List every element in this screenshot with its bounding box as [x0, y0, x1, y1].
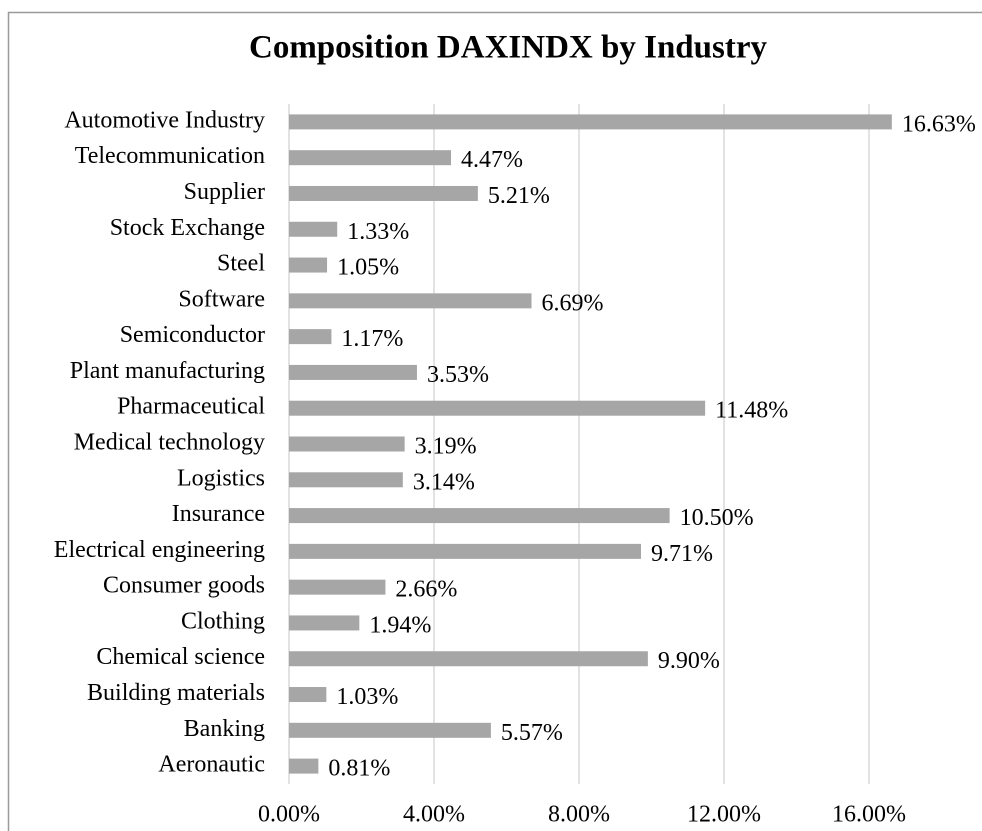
y-tick-label: Steel [217, 251, 265, 277]
y-tick-label: Software [178, 286, 265, 312]
value-label: 9.90% [658, 648, 720, 674]
value-label: 0.81% [328, 756, 390, 782]
bar [289, 400, 706, 416]
bar [289, 364, 417, 380]
x-tick-label: 8.00% [548, 802, 610, 828]
bar [289, 508, 670, 524]
value-label: 6.69% [542, 290, 604, 316]
value-label: 9.71% [651, 541, 713, 567]
y-tick-label: Plant manufacturing [70, 358, 265, 384]
y-tick-label: Semiconductor [120, 322, 265, 348]
bar [289, 615, 360, 631]
y-tick-label: Aeronautic [158, 752, 265, 778]
y-tick-label: Chemical science [96, 644, 265, 670]
value-label: 5.57% [501, 720, 563, 746]
bar [289, 114, 892, 130]
value-label: 3.19% [415, 434, 477, 460]
bar [289, 472, 403, 488]
value-label: 1.94% [369, 612, 431, 638]
bar [289, 722, 491, 738]
x-tick-label: 12.00% [687, 802, 761, 828]
bar [289, 185, 478, 201]
x-tick-label: 4.00% [403, 802, 465, 828]
y-tick-label: Automotive Industry [64, 107, 265, 133]
x-tick-label: 16.00% [832, 802, 906, 828]
value-label: 11.48% [715, 398, 788, 424]
y-tick-label: Medical technology [74, 430, 265, 456]
chart-frame [7, 11, 982, 831]
value-label: 16.63% [902, 111, 976, 137]
y-tick-label: Electrical engineering [54, 537, 265, 563]
value-label: 3.14% [413, 469, 475, 495]
bar [289, 543, 641, 559]
y-tick-label: Consumer goods [103, 573, 265, 599]
x-tick-label: 0.00% [258, 802, 320, 828]
y-tick-label: Supplier [184, 179, 265, 205]
value-label: 4.47% [461, 147, 523, 173]
bar [289, 758, 319, 774]
value-label: 1.03% [336, 684, 398, 710]
value-label: 10.50% [680, 505, 754, 531]
bar [289, 579, 386, 595]
value-label: 1.33% [347, 219, 409, 245]
y-tick-label: Building materials [87, 680, 265, 706]
bar [289, 436, 405, 452]
value-label: 1.05% [337, 255, 399, 281]
chart-title: Composition DAXINDX by Industry [249, 30, 768, 66]
y-tick-label: Logistics [177, 465, 265, 491]
value-label: 3.53% [427, 362, 489, 388]
y-tick-label: Stock Exchange [110, 215, 265, 241]
y-tick-label: Clothing [181, 608, 265, 634]
bar [289, 150, 452, 166]
y-tick-label: Insurance [172, 501, 265, 527]
value-label: 2.66% [395, 577, 457, 603]
value-label: 1.17% [341, 326, 403, 352]
bar [289, 221, 338, 237]
bar [289, 257, 328, 273]
value-label: 5.21% [488, 183, 550, 209]
y-tick-label: Banking [184, 716, 265, 742]
y-tick-label: Pharmaceutical [117, 394, 265, 420]
bar [289, 651, 648, 667]
y-tick-label: Telecommunication [75, 143, 265, 169]
bar [289, 329, 332, 345]
bar [289, 687, 327, 703]
bar [289, 293, 532, 309]
